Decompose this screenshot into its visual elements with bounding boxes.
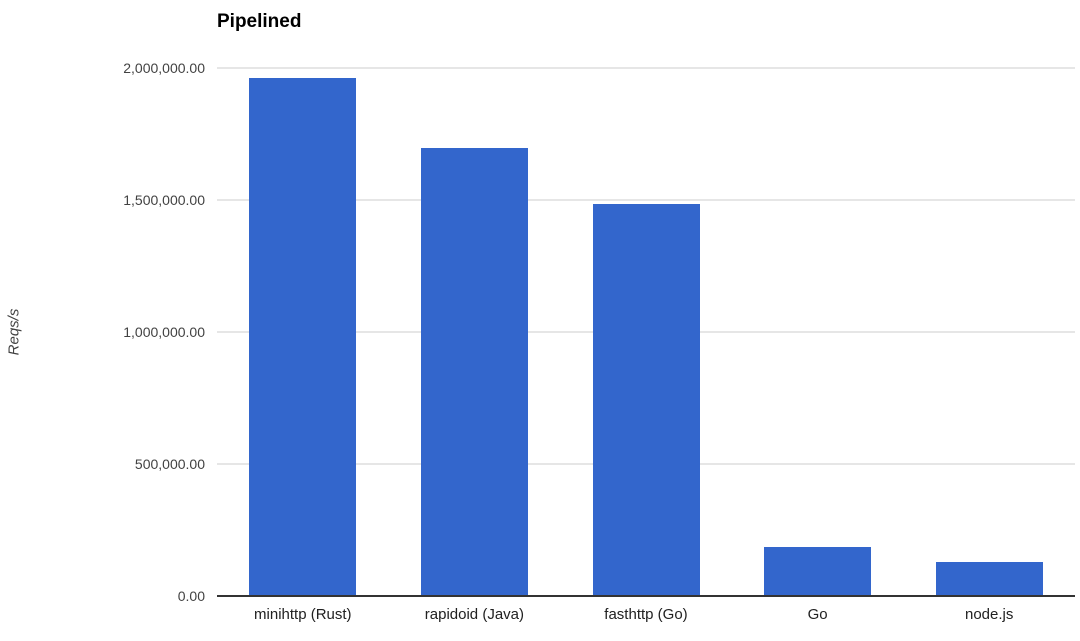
plot-area [217, 67, 1075, 597]
bar-rapidoid-java [421, 148, 528, 596]
x-category-label: rapidoid (Java) [424, 606, 524, 623]
x-axis-line [217, 595, 1075, 597]
y-tick-label: 1,000,000.00 [123, 324, 205, 340]
bar-node-js [936, 562, 1043, 596]
x-category-label: node.js [965, 606, 1014, 623]
y-tick-label: 1,500,000.00 [123, 192, 205, 208]
y-tick-label: 500,000.00 [134, 456, 205, 472]
gridline [217, 67, 1075, 69]
gridline [217, 199, 1075, 201]
bar-go [764, 547, 871, 596]
chart-title: Pipelined [217, 11, 302, 32]
x-category-label: fasthttp (Go) [604, 606, 688, 623]
bar-fasthttp-go [593, 204, 700, 596]
x-category-label: Go [807, 606, 828, 623]
bar-minihttp-rust [249, 78, 356, 596]
y-tick-label: 0.00 [177, 588, 205, 604]
y-tick-label: 2,000,000.00 [123, 60, 205, 76]
x-category-label: minihttp (Rust) [254, 606, 352, 623]
